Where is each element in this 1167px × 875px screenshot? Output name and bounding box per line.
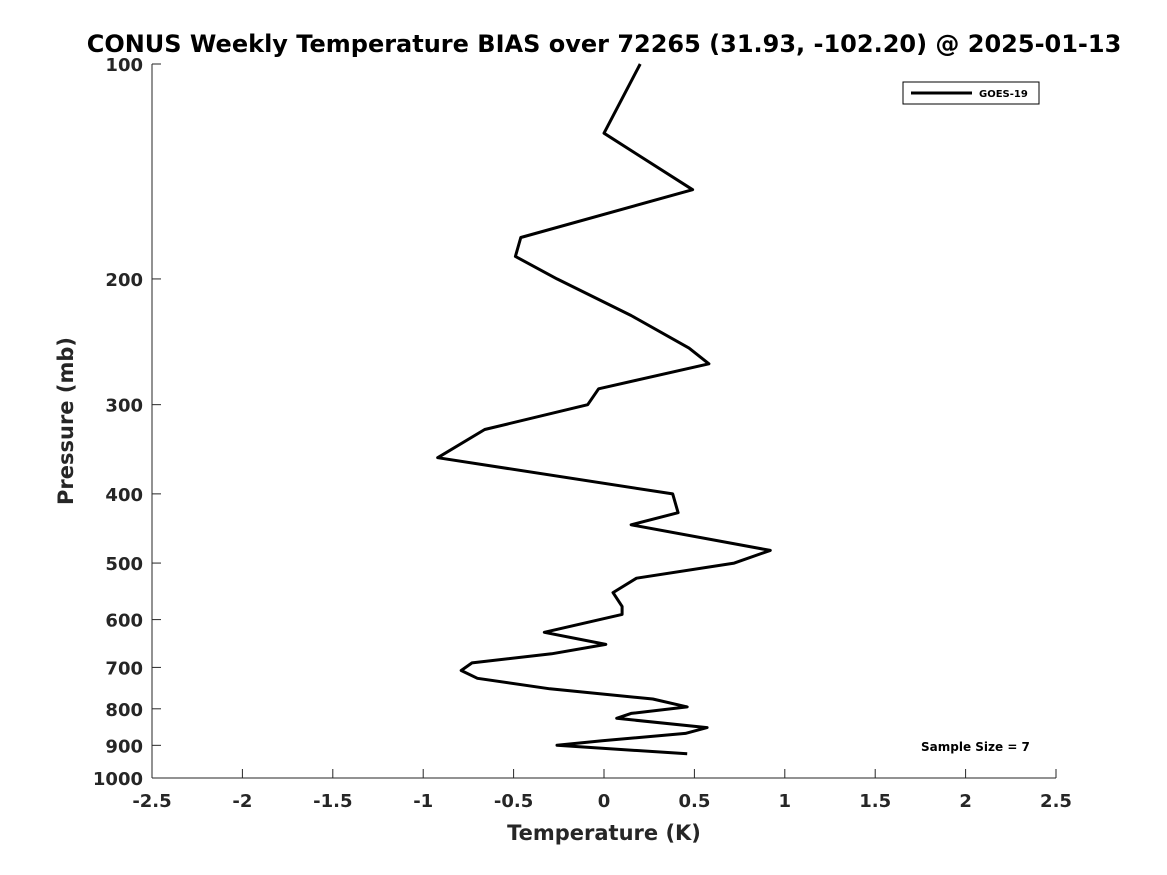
y-tick-label: 500 [105, 554, 143, 575]
y-tick-label: 600 [105, 611, 143, 632]
series-line-goes-19 [436, 63, 772, 756]
y-tick-label: 300 [105, 396, 143, 417]
chart-title: CONUS Weekly Temperature BIAS over 72265… [87, 30, 1122, 58]
y-tick-label: 900 [105, 736, 143, 757]
x-ticks: -2.5 -2 -1.5 -1 -0.5 0 0.5 1 1.5 2 2.5 [132, 769, 1072, 812]
x-tick-label: -1.5 [313, 791, 352, 812]
y-tick-label: 100 [105, 55, 143, 76]
legend-label: GOES-19 [979, 89, 1028, 100]
x-tick-label: -0.5 [494, 791, 533, 812]
x-tick-label: -2 [232, 791, 252, 812]
x-tick-label: -2.5 [132, 791, 171, 812]
y-tick-label: 700 [105, 658, 143, 679]
x-tick-label: 2 [959, 791, 972, 812]
y-tick-label: 400 [105, 485, 143, 506]
y-axis-label: Pressure (mb) [54, 337, 78, 505]
y-tick-label: 1000 [93, 769, 143, 790]
legend: GOES-19 [902, 81, 1040, 105]
x-tick-label: 0.5 [678, 791, 710, 812]
plot-area: -2.5 -2 -1.5 -1 -0.5 0 0.5 1 1.5 2 2.5 100 200 300 40… [93, 55, 1072, 812]
sample-size-annotation: Sample Size = 7 [921, 740, 1030, 754]
x-tick-label: 1 [779, 791, 792, 812]
x-tick-label: 2.5 [1040, 791, 1072, 812]
x-tick-label: 0 [598, 791, 611, 812]
y-tick-label: 800 [105, 700, 143, 721]
x-tick-label: -1 [413, 791, 433, 812]
y-tick-label: 200 [105, 270, 143, 291]
x-axis-label: Temperature (K) [507, 821, 701, 845]
y-ticks: 100 200 300 400 500 600 700 800 900 1000 [93, 55, 161, 790]
x-tick-label: 1.5 [859, 791, 891, 812]
